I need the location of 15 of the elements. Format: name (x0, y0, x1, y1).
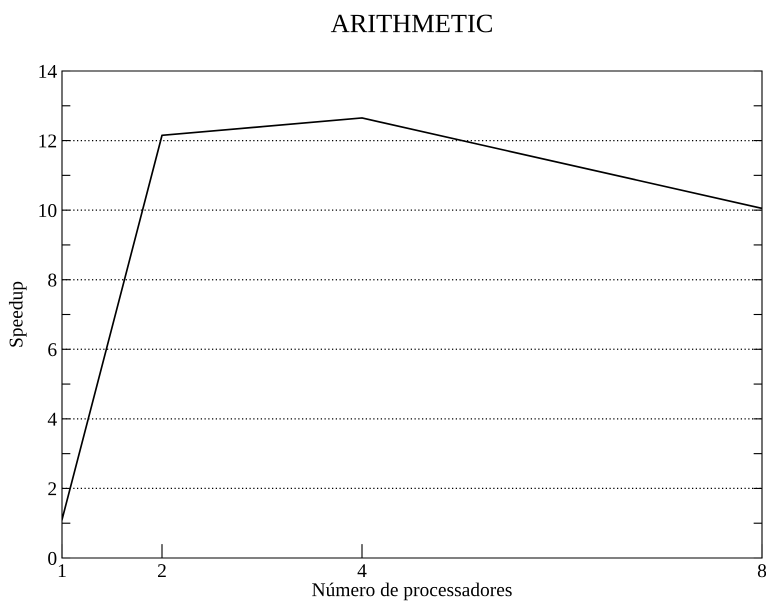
y-tick-label: 0 (48, 552, 56, 565)
y-tick-label: 12 (39, 134, 56, 148)
chart-title: ARITHMETIC (330, 14, 492, 32)
y-axis-title: Speedup (8, 282, 27, 347)
x-tick-label: 4 (358, 564, 367, 578)
y-tick-label: 8 (48, 274, 56, 287)
y-tick-label: 6 (48, 343, 57, 356)
x-tick-label: 1 (58, 564, 66, 578)
x-tick-label: 2 (158, 564, 166, 578)
x-axis-title: Número de processadores (312, 582, 512, 600)
x-tick-label: 8 (758, 564, 766, 578)
y-tick-label: 4 (48, 412, 57, 426)
y-tick-label: 14 (39, 64, 57, 78)
y-tick-label: 2 (48, 482, 56, 496)
y-tick-label: 10 (39, 204, 56, 218)
